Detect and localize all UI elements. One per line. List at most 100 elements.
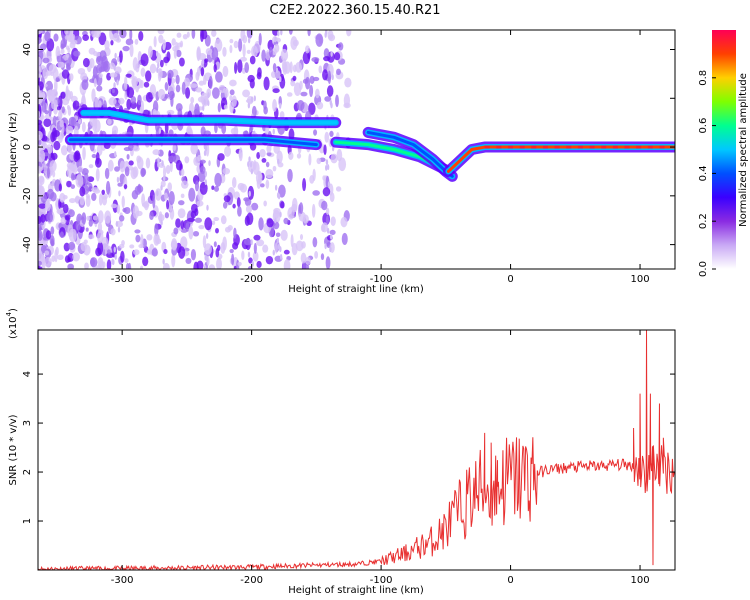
- noise-stripe: [114, 253, 117, 260]
- noise-speck: [171, 253, 176, 268]
- noise-speck: [187, 217, 196, 222]
- noise-speck: [197, 66, 201, 77]
- noise-speck: [265, 168, 274, 179]
- noise-speck: [72, 100, 80, 110]
- noise-stripe: [160, 219, 163, 226]
- noise-speck: [114, 103, 121, 109]
- noise-speck: [335, 94, 339, 108]
- noise-speck: [68, 228, 77, 243]
- noise-stripe: [272, 128, 275, 135]
- noise-stripe: [250, 96, 254, 103]
- noise-speck: [178, 246, 186, 259]
- noise-speck: [92, 51, 98, 57]
- snr-y-label: SNR (10 * v/v): [8, 414, 19, 485]
- noise-speck: [176, 49, 182, 58]
- noise-speck: [246, 49, 251, 55]
- noise-speck: [44, 250, 50, 256]
- noise-speck: [182, 33, 188, 40]
- noise-stripe: [111, 258, 114, 265]
- noise-stripe: [326, 164, 330, 171]
- colorbar: 0.0 0.2 0.4 0.6 0.8 Normalized spectral ampl…: [698, 30, 749, 277]
- noise-speck: [97, 221, 103, 234]
- noise-speck: [38, 260, 43, 267]
- noise-speck: [128, 160, 134, 166]
- noise-speck: [60, 43, 65, 50]
- noise-speck: [164, 192, 168, 201]
- noise-speck: [67, 106, 72, 116]
- noise-speck: [83, 172, 89, 186]
- noise-speck: [244, 62, 250, 74]
- noise-stripe: [274, 184, 278, 191]
- noise-speck: [316, 101, 324, 110]
- noise-stripe: [156, 190, 159, 197]
- noise-speck: [171, 38, 176, 46]
- noise-speck: [311, 203, 316, 218]
- noise-speck: [336, 68, 341, 76]
- noise-speck: [62, 195, 68, 200]
- carrier-peak: [496, 145, 502, 149]
- noise-speck: [60, 145, 68, 156]
- noise-stripe: [277, 243, 281, 250]
- noise-stripe: [156, 67, 159, 74]
- noise-stripe: [248, 190, 251, 197]
- noise-speck: [263, 200, 267, 207]
- noise-speck: [239, 56, 248, 62]
- noise-stripe: [114, 52, 117, 59]
- carrier-peak: [542, 145, 548, 149]
- noise-speck: [110, 203, 118, 209]
- noise-speck: [217, 102, 221, 113]
- noise-speck: [38, 149, 46, 163]
- noise-stripe: [278, 102, 282, 109]
- noise-speck: [183, 77, 191, 87]
- noise-speck: [252, 251, 259, 262]
- colorbar-ticks: 0.0 0.2 0.4 0.6 0.8: [698, 70, 716, 277]
- noise-speck: [258, 32, 262, 46]
- noise-speck: [194, 217, 202, 223]
- noise-speck: [57, 110, 63, 121]
- noise-speck: [236, 197, 241, 208]
- y-tick-label: 0: [22, 144, 33, 150]
- noise-speck: [43, 118, 52, 128]
- noise-speck: [329, 130, 334, 138]
- noise-speck: [188, 187, 196, 202]
- noise-stripe: [204, 145, 208, 152]
- noise-speck: [326, 85, 334, 97]
- x-tick-label: -100: [370, 274, 393, 285]
- noise-speck: [154, 223, 159, 237]
- noise-speck: [222, 167, 231, 175]
- noise-speck: [246, 212, 254, 225]
- noise-speck: [107, 118, 112, 125]
- noise-speck: [232, 177, 237, 189]
- noise-speck: [292, 39, 299, 47]
- noise-speck: [98, 100, 102, 109]
- noise-speck: [129, 30, 133, 41]
- carrier-peak: [636, 145, 642, 149]
- snr-y-multiplier: (x104): [5, 308, 19, 339]
- noise-speck: [265, 161, 270, 168]
- noise-speck: [266, 218, 274, 228]
- noise-speck: [211, 30, 217, 37]
- noise-stripe: [205, 232, 209, 239]
- noise-speck: [88, 219, 93, 227]
- noise-speck: [121, 195, 125, 209]
- noise-speck: [44, 257, 52, 268]
- noise-speck: [222, 46, 227, 57]
- noise-speck: [280, 48, 289, 62]
- noise-speck: [328, 34, 336, 42]
- noise-stripe: [277, 158, 280, 165]
- noise-speck: [57, 254, 64, 261]
- noise-speck: [237, 59, 243, 74]
- noise-stripe: [276, 237, 280, 244]
- noise-speck: [163, 249, 168, 255]
- noise-speck: [57, 61, 65, 68]
- noise-stripe: [113, 246, 116, 253]
- noise-speck: [217, 153, 225, 161]
- noise-speck: [176, 32, 182, 38]
- noise-speck: [126, 98, 132, 110]
- noise-stripe: [324, 243, 327, 250]
- noise-stripe: [115, 220, 119, 227]
- noise-stripe: [247, 161, 250, 168]
- noise-speck: [151, 248, 158, 257]
- noise-speck: [44, 110, 49, 115]
- noise-speck: [244, 238, 252, 246]
